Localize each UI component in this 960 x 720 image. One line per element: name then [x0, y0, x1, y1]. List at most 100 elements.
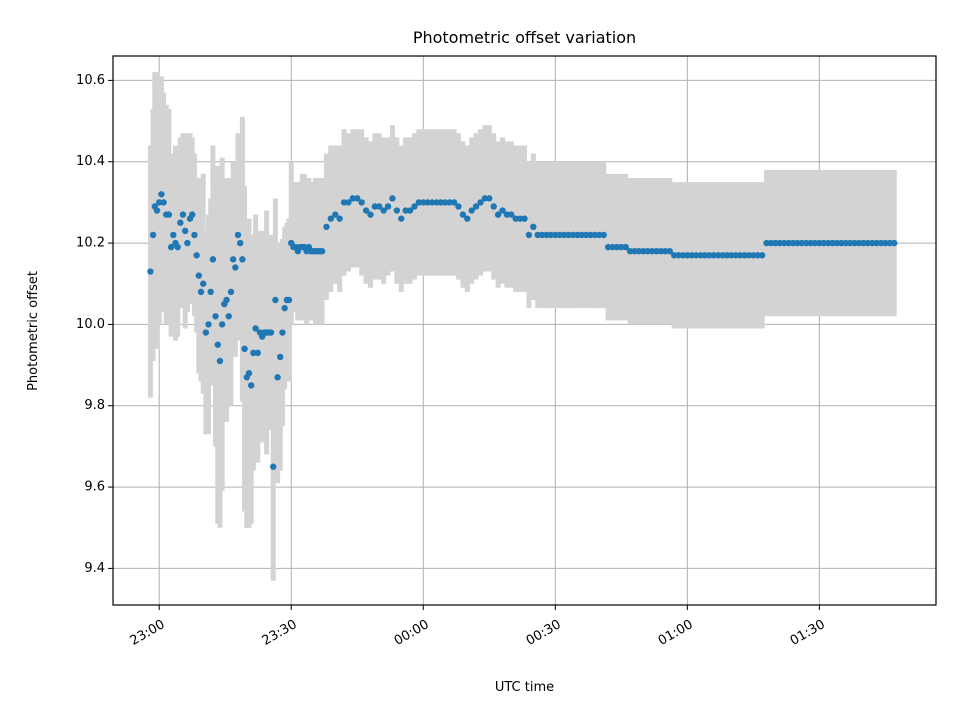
data-point	[508, 211, 515, 218]
data-point	[666, 248, 673, 255]
data-point	[574, 231, 581, 239]
data-point	[860, 239, 867, 247]
data-point	[193, 252, 200, 259]
data-point	[486, 195, 493, 202]
data-point	[177, 219, 184, 226]
data-point	[873, 239, 880, 247]
data-point	[640, 248, 647, 255]
data-point	[424, 199, 431, 206]
data-point	[763, 239, 770, 247]
data-point	[772, 239, 779, 247]
data-point	[481, 195, 489, 202]
data-point	[816, 239, 823, 247]
data-point	[697, 252, 704, 259]
data-point	[882, 239, 889, 247]
data-point	[362, 207, 370, 214]
data-point	[552, 231, 559, 239]
data-point	[477, 199, 484, 206]
x-axis-label: UTC time	[495, 680, 554, 695]
data-point	[710, 252, 717, 259]
data-point	[582, 231, 590, 239]
data-point	[789, 239, 797, 247]
y-tick-label: 10.0	[76, 317, 105, 332]
data-point	[153, 207, 161, 214]
data-point	[250, 349, 257, 357]
data-point	[450, 199, 458, 206]
data-point	[565, 231, 572, 239]
data-point	[723, 252, 731, 259]
data-point	[798, 239, 805, 247]
data-point	[750, 252, 757, 259]
data-point	[807, 239, 814, 247]
data-point	[236, 239, 244, 247]
data-point	[591, 231, 599, 239]
data-point	[824, 239, 832, 247]
data-point	[433, 199, 440, 206]
data-point	[245, 370, 253, 377]
data-point	[829, 239, 836, 247]
data-point	[380, 207, 387, 214]
data-point	[158, 191, 165, 198]
data-point	[635, 248, 643, 255]
data-point	[323, 223, 330, 230]
data-point	[241, 345, 248, 352]
data-point	[252, 325, 259, 332]
data-point	[340, 199, 348, 206]
data-point	[327, 215, 335, 222]
data-point	[376, 203, 383, 210]
data-point	[596, 231, 603, 239]
data-point	[446, 199, 453, 206]
data-point	[560, 231, 568, 239]
data-point	[181, 227, 189, 235]
data-point	[371, 203, 379, 210]
data-point	[195, 272, 203, 279]
data-point	[811, 239, 819, 247]
data-point	[191, 231, 198, 239]
data-point	[490, 203, 497, 210]
data-point	[648, 248, 656, 255]
data-point	[207, 288, 214, 296]
data-point	[604, 243, 612, 251]
data-point	[393, 207, 401, 214]
data-point	[886, 239, 893, 247]
data-point	[269, 463, 277, 470]
data-point	[846, 239, 854, 247]
data-point	[285, 296, 293, 304]
data-point	[679, 252, 687, 259]
data-point	[530, 223, 537, 230]
data-point	[833, 239, 841, 247]
data-point	[692, 252, 700, 259]
data-point	[754, 252, 761, 259]
data-point	[653, 248, 660, 255]
data-point	[336, 215, 343, 222]
data-point	[179, 211, 187, 218]
y-tick-label: 10.2	[76, 236, 105, 251]
data-point	[254, 349, 261, 357]
data-point	[247, 382, 255, 389]
data-point	[174, 243, 181, 251]
data-point	[459, 211, 467, 218]
data-point	[767, 239, 775, 247]
data-point	[156, 199, 163, 206]
data-point	[802, 239, 810, 247]
data-point	[820, 239, 827, 247]
data-point	[512, 215, 519, 222]
data-point	[225, 313, 232, 320]
data-point	[367, 211, 374, 218]
data-point	[600, 231, 607, 239]
data-point	[587, 231, 594, 239]
y-tick-label: 9.6	[84, 480, 105, 495]
data-point	[631, 248, 638, 255]
data-point	[345, 199, 352, 206]
data-point	[232, 264, 239, 271]
data-point	[644, 248, 651, 255]
data-point	[170, 231, 177, 239]
data-point	[384, 203, 392, 210]
data-point	[234, 231, 242, 239]
data-point	[538, 231, 546, 239]
data-point	[516, 215, 524, 222]
data-point	[468, 207, 475, 214]
data-point	[745, 252, 753, 259]
data-point	[216, 357, 224, 365]
